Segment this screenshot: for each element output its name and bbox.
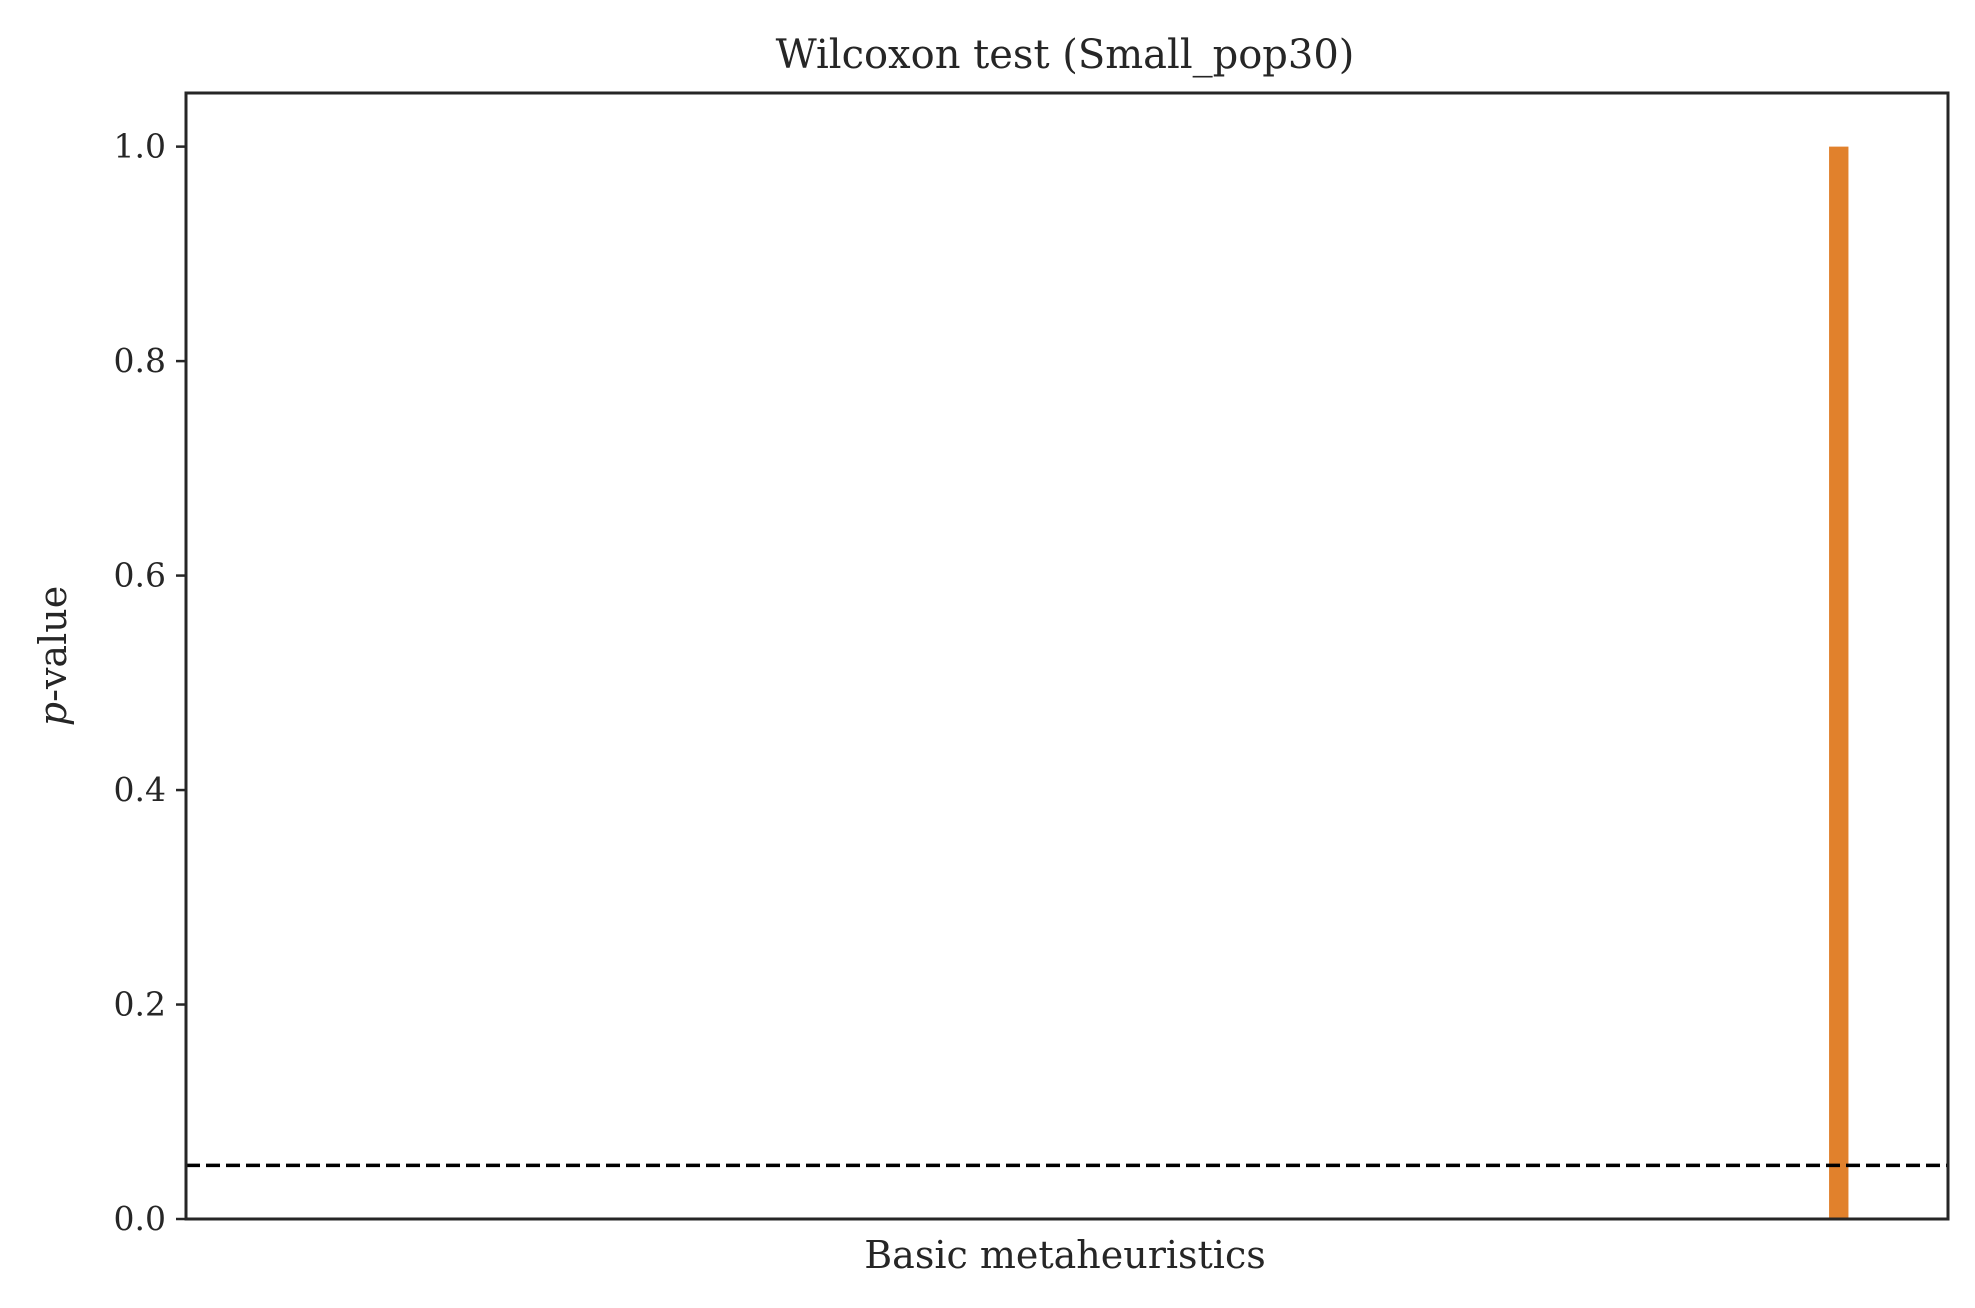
plot-area [186, 146, 1948, 1220]
y-tick-label: 0.0 [114, 1199, 166, 1238]
y-axis-label-rest: -value [31, 586, 75, 702]
y-axis-label: p-value [31, 586, 75, 726]
y-axis-ticks: 0.0 0.2 0.4 0.6 0.8 1.0 [114, 127, 186, 1238]
y-tick-label: 0.2 [114, 985, 166, 1024]
bar-0 [1829, 146, 1849, 1220]
chart-title: Wilcoxon test (Small_pop30) [776, 32, 1355, 78]
y-tick-label: 1.0 [114, 127, 166, 166]
y-tick-label: 0.8 [114, 341, 166, 380]
y-tick-label: 0.4 [114, 770, 166, 809]
axes-frame [184, 91, 1950, 1221]
y-tick-label: 0.6 [114, 556, 166, 595]
y-axis-label-italic: p [31, 702, 75, 726]
x-axis-label: Basic metaheuristics [864, 1233, 1266, 1277]
